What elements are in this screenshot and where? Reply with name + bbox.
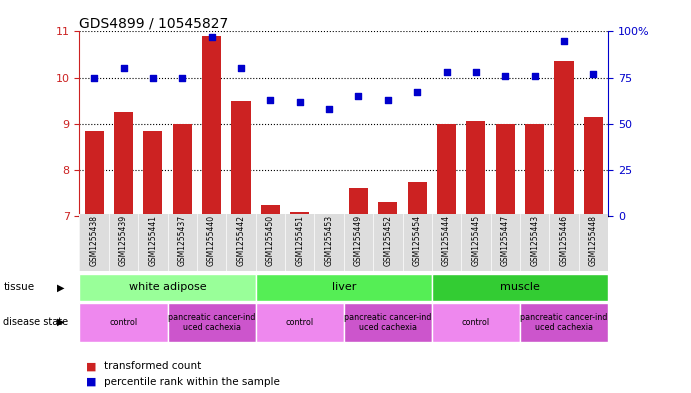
- Text: GSM1255445: GSM1255445: [471, 215, 480, 266]
- Bar: [167, 303, 256, 342]
- Bar: [344, 303, 432, 342]
- Bar: [554, 61, 574, 216]
- Point: [265, 97, 276, 103]
- Bar: [437, 124, 456, 216]
- Point: [323, 106, 334, 112]
- Text: tissue: tissue: [3, 282, 35, 292]
- Point: [236, 65, 247, 72]
- Point: [177, 75, 188, 81]
- Text: disease state: disease state: [3, 317, 68, 327]
- Text: ▶: ▶: [57, 282, 64, 292]
- Text: GSM1255448: GSM1255448: [589, 215, 598, 266]
- Text: GSM1255450: GSM1255450: [266, 215, 275, 266]
- Bar: [231, 101, 251, 216]
- Bar: [378, 202, 397, 216]
- Bar: [79, 274, 256, 301]
- Point: [147, 75, 158, 81]
- Text: muscle: muscle: [500, 282, 540, 292]
- Bar: [520, 303, 608, 342]
- Bar: [432, 303, 520, 342]
- Text: GSM1255441: GSM1255441: [149, 215, 158, 266]
- Point: [441, 69, 452, 75]
- Bar: [319, 214, 339, 216]
- Text: transformed count: transformed count: [104, 361, 201, 371]
- Bar: [114, 112, 133, 216]
- Text: ■: ■: [86, 361, 97, 371]
- Point: [529, 73, 540, 79]
- Text: ▶: ▶: [57, 317, 64, 327]
- Text: GSM1255439: GSM1255439: [119, 215, 128, 266]
- Text: GSM1255446: GSM1255446: [560, 215, 569, 266]
- Bar: [79, 303, 167, 342]
- Bar: [261, 205, 280, 216]
- Bar: [143, 131, 162, 216]
- Text: white adipose: white adipose: [129, 282, 207, 292]
- Bar: [256, 303, 343, 342]
- Text: control: control: [285, 318, 314, 327]
- Bar: [466, 121, 486, 216]
- Text: control: control: [109, 318, 138, 327]
- Text: GSM1255447: GSM1255447: [501, 215, 510, 266]
- Text: GSM1255437: GSM1255437: [178, 215, 187, 266]
- Point: [412, 89, 423, 95]
- Bar: [290, 211, 310, 216]
- Bar: [202, 36, 221, 216]
- Point: [206, 34, 217, 40]
- Text: GSM1255438: GSM1255438: [90, 215, 99, 266]
- Text: GDS4899 / 10545827: GDS4899 / 10545827: [79, 16, 229, 30]
- Text: pancreatic cancer-ind
uced cachexia: pancreatic cancer-ind uced cachexia: [344, 312, 431, 332]
- Text: percentile rank within the sample: percentile rank within the sample: [104, 377, 280, 387]
- Text: GSM1255444: GSM1255444: [442, 215, 451, 266]
- Point: [500, 73, 511, 79]
- Text: GSM1255443: GSM1255443: [530, 215, 539, 266]
- Point: [558, 38, 569, 44]
- Bar: [173, 124, 192, 216]
- Point: [88, 75, 100, 81]
- Point: [382, 97, 393, 103]
- Text: GSM1255449: GSM1255449: [354, 215, 363, 266]
- Bar: [525, 124, 545, 216]
- Bar: [349, 189, 368, 216]
- Point: [588, 71, 599, 77]
- Point: [471, 69, 482, 75]
- Point: [294, 99, 305, 105]
- Bar: [495, 124, 515, 216]
- Text: GSM1255454: GSM1255454: [413, 215, 422, 266]
- Bar: [84, 131, 104, 216]
- Point: [353, 93, 364, 99]
- Text: liver: liver: [332, 282, 356, 292]
- Text: GSM1255452: GSM1255452: [384, 215, 392, 266]
- Text: pancreatic cancer-ind
uced cachexia: pancreatic cancer-ind uced cachexia: [520, 312, 607, 332]
- Text: GSM1255440: GSM1255440: [207, 215, 216, 266]
- Bar: [432, 274, 608, 301]
- Text: GSM1255453: GSM1255453: [325, 215, 334, 266]
- Text: control: control: [462, 318, 490, 327]
- Text: ■: ■: [86, 377, 97, 387]
- Text: GSM1255442: GSM1255442: [236, 215, 245, 266]
- Bar: [584, 117, 603, 216]
- Point: [118, 65, 129, 72]
- Text: pancreatic cancer-ind
uced cachexia: pancreatic cancer-ind uced cachexia: [168, 312, 255, 332]
- Bar: [256, 274, 432, 301]
- Text: GSM1255451: GSM1255451: [295, 215, 304, 266]
- Bar: [408, 182, 427, 216]
